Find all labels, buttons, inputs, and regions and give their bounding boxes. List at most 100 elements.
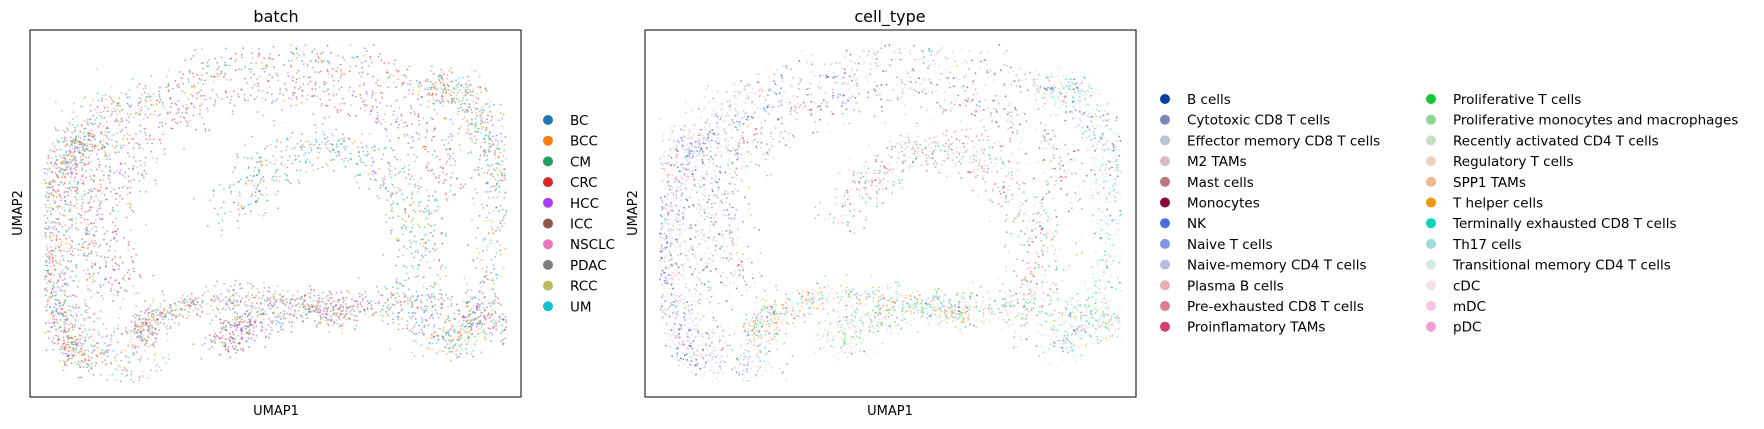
batch-point [307,310,310,313]
batch-point [216,72,219,75]
batch-point [467,152,470,155]
batch-point [62,183,65,186]
batch-point [270,102,273,105]
batch-point [491,164,494,166]
batch-point [418,205,420,207]
batch-point [464,183,467,186]
batch-point [225,302,228,305]
batch-point [304,141,307,143]
batch-point [286,301,288,304]
batch-point [318,71,320,74]
batch-point [450,94,452,96]
batch-point [485,128,488,131]
legend-label-bc: BC [570,113,588,129]
batch-point [454,193,457,196]
batch-point [221,219,224,222]
batch-point [480,286,483,288]
batch-point [398,107,401,109]
batch-point [484,88,487,91]
batch-point [110,113,113,115]
batch-point [161,290,164,293]
batch-point [342,305,345,308]
batch-point [470,328,473,331]
batch-point [64,278,66,280]
batch-point [344,303,347,305]
batch-point [153,341,156,344]
batch-point [427,347,430,350]
batch-point [498,185,501,188]
batch-point [109,96,111,98]
batch-point [363,82,365,84]
batch-point [229,332,231,335]
batch-point [178,324,180,327]
batch-point [87,223,90,226]
batch-point [98,189,101,192]
batch-point [482,207,485,209]
batch-point [246,282,249,285]
batch-point [290,65,293,68]
batch-point [59,148,62,151]
batch-point [433,200,436,202]
batch-point [138,315,141,317]
batch-point [449,341,452,344]
batch-point [499,205,502,208]
batch-point [73,205,76,208]
batch-point [73,147,76,150]
batch-point [167,311,170,314]
batch-point [338,139,341,141]
batch-point [101,97,103,100]
batch-point [302,63,305,65]
batch-point [66,187,69,189]
batch-point [81,158,84,161]
batch-point [402,254,404,257]
batch-point [141,174,144,177]
batch-point [66,129,69,132]
batch-point [458,320,461,323]
batch-point [231,112,234,115]
batch-point [478,215,481,217]
batch-point [342,97,344,100]
batch-point [382,304,385,307]
batch-point [213,207,216,210]
batch-point [227,306,230,309]
batch-point [266,199,269,202]
batch-point [55,100,57,103]
batch-point [258,156,261,159]
batch-point [76,146,79,149]
batch-point [318,143,321,146]
batch-point [83,143,86,146]
batch-point [499,169,501,172]
batch-point [412,146,415,149]
batch-point [71,224,73,227]
batch-point [492,168,495,171]
batch-point [131,346,134,349]
batch-point [470,312,472,315]
batch-point [201,103,203,106]
batch-point [213,104,216,106]
batch-point [178,313,181,315]
batch-point [427,100,430,102]
batch-point [326,136,329,139]
batch-point [239,283,241,286]
batch-point [139,190,142,193]
batch-point [325,141,328,144]
batch-point [456,339,459,341]
batch-point [82,366,85,368]
batch-point [68,327,71,330]
batch-point [328,149,331,152]
batch-point [57,327,60,330]
batch-point [433,297,436,300]
batch-point [138,379,141,382]
batch-point [460,337,462,340]
batch-point [397,323,400,325]
batch-point [450,102,453,104]
batch-point [363,84,365,86]
batch-point [412,267,415,270]
batch-point [143,317,145,320]
batch-point [244,183,247,185]
batch-point [145,87,147,89]
batch-point [406,320,409,323]
batch-point [346,146,348,148]
batch-point [479,304,481,306]
batch-point [493,302,496,305]
